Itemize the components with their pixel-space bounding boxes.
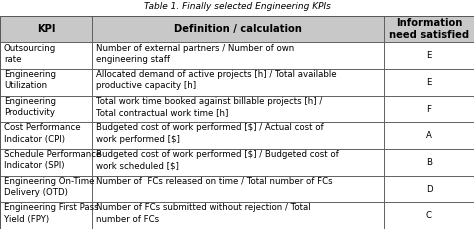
Bar (92, 16, 384, 42)
Text: Number of  FCs released on time / Total number of FCs: Number of FCs released on time / Total n… (96, 177, 333, 186)
Text: Cost Performance
Indicator (CPI): Cost Performance Indicator (CPI) (4, 123, 81, 144)
Bar (92, 176, 384, 202)
Text: Allocated demand of active projects [h] / Total available
productive capacity [h: Allocated demand of active projects [h] … (96, 70, 337, 90)
Bar (92, 149, 384, 176)
Bar (0, 149, 92, 176)
Text: F: F (427, 104, 431, 114)
Bar (92, 42, 384, 69)
Bar (0, 176, 92, 202)
Text: E: E (426, 51, 432, 60)
Text: Definition / calculation: Definition / calculation (174, 24, 302, 34)
Bar (0, 96, 92, 122)
Bar (92, 202, 384, 229)
Text: Table 1. Finally selected Engineering KPIs: Table 1. Finally selected Engineering KP… (144, 2, 330, 11)
Bar (0, 122, 92, 149)
Bar (0, 42, 92, 69)
Text: E: E (426, 78, 432, 87)
Text: Outsourcing
rate: Outsourcing rate (4, 44, 56, 64)
Bar (92, 96, 384, 122)
Bar (384, 176, 474, 202)
Bar (92, 69, 384, 96)
Bar (384, 96, 474, 122)
Bar (0, 16, 92, 42)
Bar (384, 42, 474, 69)
Text: A: A (426, 131, 432, 140)
Bar (384, 69, 474, 96)
Text: B: B (426, 158, 432, 167)
Text: Budgeted cost of work performed [$] / Budgeted cost of
work scheduled [$]: Budgeted cost of work performed [$] / Bu… (96, 150, 339, 170)
Bar (384, 16, 474, 42)
Bar (92, 122, 384, 149)
Bar (384, 149, 474, 176)
Bar (384, 122, 474, 149)
Text: Schedule Performance
Indicator (SPI): Schedule Performance Indicator (SPI) (4, 150, 101, 170)
Bar (0, 69, 92, 96)
Text: Engineering First Pass
Yield (FPY): Engineering First Pass Yield (FPY) (4, 204, 99, 224)
Text: Total work time booked against billable projects [h] /
Total contractual work ti: Total work time booked against billable … (96, 97, 322, 117)
Text: Engineering On-Time
Delivery (OTD): Engineering On-Time Delivery (OTD) (4, 177, 94, 197)
Text: KPI: KPI (37, 24, 55, 34)
Text: C: C (426, 211, 432, 220)
Text: Engineering
Productivity: Engineering Productivity (4, 97, 56, 117)
Bar (384, 202, 474, 229)
Text: Engineering
Utilization: Engineering Utilization (4, 70, 56, 90)
Text: D: D (426, 185, 432, 194)
Text: Number of FCs submitted without rejection / Total
number of FCs: Number of FCs submitted without rejectio… (96, 204, 311, 224)
Bar (0, 202, 92, 229)
Text: Budgeted cost of work performed [$] / Actual cost of
work performed [$]: Budgeted cost of work performed [$] / Ac… (96, 123, 324, 144)
Text: Number of external partners / Number of own
engineering staff: Number of external partners / Number of … (96, 44, 294, 64)
Text: Information
need satisfied: Information need satisfied (389, 18, 469, 40)
